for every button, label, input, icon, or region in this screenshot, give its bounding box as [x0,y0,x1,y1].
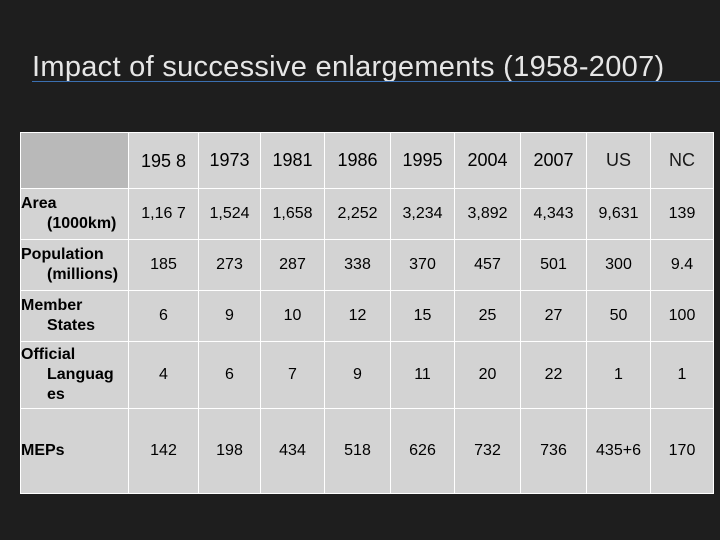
header-cell: 1995 [390,132,455,189]
table-cell: 1,658 [260,188,325,240]
header-cell: NC [650,132,714,189]
row-label: Area (1000km) [20,188,129,240]
table-cell: 25 [454,290,521,342]
header-cell: 1986 [324,132,391,189]
row-label-line-2: (millions) [47,266,119,283]
table-cell: 1 [586,341,651,409]
table-cell: 185 [128,239,199,291]
header-cell: US [586,132,651,189]
table-cell: 338 [324,239,391,291]
table-cell: 518 [324,408,391,494]
table-row: Official Languag es 4 6 7 9 11 20 22 1 1 [20,341,714,409]
table-cell: 501 [520,239,587,291]
row-label-line-2: Languag es [47,366,114,403]
table-cell: 50 [586,290,651,342]
table-cell: 3,234 [390,188,455,240]
table-cell: 9 [198,290,261,342]
table-cell: 7 [260,341,325,409]
row-label-line-1: Population [21,246,104,263]
table-cell: 22 [520,341,587,409]
table-cell: 27 [520,290,587,342]
table-cell: 2,252 [324,188,391,240]
table-row: Population (millions) 185 273 287 338 37… [20,239,714,291]
table-cell: 100 [650,290,714,342]
table-cell: 142 [128,408,199,494]
table-cell: 287 [260,239,325,291]
table-cell: 6 [128,290,199,342]
table-cell: 9.4 [650,239,714,291]
table-cell: 1 [650,341,714,409]
table-cell: 4 [128,341,199,409]
row-label: Member States [20,290,129,342]
table-cell: 6 [198,341,261,409]
row-label-line-1: Official [21,346,76,363]
header-cell: 195 8 [128,132,199,189]
table-cell: 10 [260,290,325,342]
header-corner-cell [20,132,129,189]
header-cell: 2007 [520,132,587,189]
table-cell: 300 [586,239,651,291]
table-cell: 198 [198,408,261,494]
table-cell: 457 [454,239,521,291]
table-row: Area (1000km) 1,16 7 1,524 1,658 2,252 3… [20,188,714,240]
slide-title: Impact of successive enlargements (1958-… [32,51,665,83]
table-cell: 15 [390,290,455,342]
table-cell: 736 [520,408,587,494]
title-underline [32,81,720,82]
table-cell: 3,892 [454,188,521,240]
table-cell: 273 [198,239,261,291]
table-cell: 4,343 [520,188,587,240]
header-cell: 2004 [454,132,521,189]
table-cell: 170 [650,408,714,494]
table-cell: 11 [390,341,455,409]
table-cell: 1,16 7 [128,188,199,240]
table-cell: 139 [650,188,714,240]
table-cell: 626 [390,408,455,494]
header-cell: 1973 [198,132,261,189]
table-row: Member States 6 9 10 12 15 25 27 50 100 [20,290,714,342]
table-cell: 732 [454,408,521,494]
table-cell: 370 [390,239,455,291]
header-cell: 1981 [260,132,325,189]
table-cell: 12 [324,290,391,342]
table-header-row: 195 8 1973 1981 1986 1995 2004 2007 US N… [20,132,714,189]
table-row: MEPs 142 198 434 518 626 732 736 435+6 1… [20,408,714,494]
row-label-line-1: Member [21,297,83,314]
table-cell: 9,631 [586,188,651,240]
table-cell: 9 [324,341,391,409]
row-label-line-2: (1000km) [47,215,117,232]
row-label: Population (millions) [20,239,129,291]
table-cell: 1,524 [198,188,261,240]
table-cell: 20 [454,341,521,409]
row-label-line-1: Area [21,195,57,212]
table-cell: 435+6 [586,408,651,494]
row-label: Official Languag es [20,341,129,409]
row-label-line-2: States [47,317,96,334]
row-label-line-1: MEPs [21,442,65,459]
row-label: MEPs [20,408,129,494]
table-cell: 434 [260,408,325,494]
enlargement-table: 195 8 1973 1981 1986 1995 2004 2007 US N… [20,132,714,494]
